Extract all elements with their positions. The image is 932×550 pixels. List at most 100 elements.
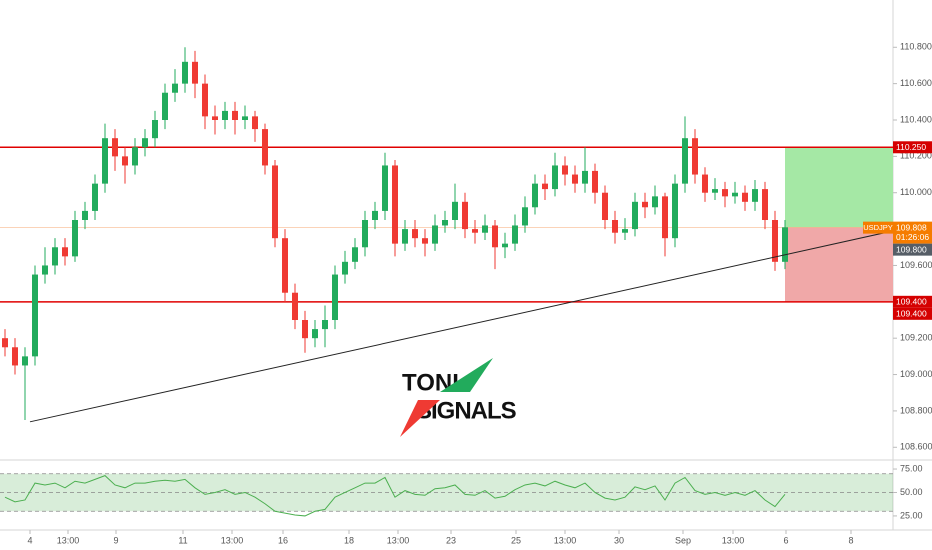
y-tick-label: 109.200 bbox=[900, 333, 932, 343]
candle-body bbox=[42, 265, 48, 275]
price-tag-label: 109.400 bbox=[896, 309, 927, 319]
candle-body bbox=[32, 274, 38, 357]
x-tick-label: 13:00 bbox=[554, 535, 577, 545]
candle-body bbox=[772, 220, 778, 262]
price-tag bbox=[893, 295, 932, 308]
candle-body bbox=[202, 83, 208, 117]
candle-body bbox=[702, 174, 708, 193]
x-tick-label: 16 bbox=[278, 535, 288, 545]
candle-body bbox=[132, 147, 138, 166]
candle-body bbox=[782, 227, 788, 262]
candle-body bbox=[12, 347, 18, 366]
candle-body bbox=[432, 225, 438, 244]
candle-body bbox=[242, 116, 248, 120]
candle-body bbox=[2, 338, 8, 348]
candle-body bbox=[22, 356, 28, 366]
candle-body bbox=[352, 247, 358, 262]
candle-body bbox=[612, 220, 618, 233]
y-tick-label: 110.200 bbox=[900, 151, 932, 161]
candle-body bbox=[282, 238, 288, 293]
candle-body bbox=[662, 196, 668, 239]
x-tick-label: 13:00 bbox=[722, 535, 745, 545]
price-tag-label: 109.400 bbox=[896, 297, 927, 307]
candle-body bbox=[462, 201, 468, 230]
x-tick-label: 30 bbox=[614, 535, 624, 545]
candle-body bbox=[402, 229, 408, 244]
x-tick-label: 11 bbox=[178, 535, 187, 545]
x-tick-label: 13:00 bbox=[57, 535, 80, 545]
candle-body bbox=[322, 320, 328, 330]
y-tick-label: 110.800 bbox=[900, 42, 932, 52]
x-tick-label: 18 bbox=[344, 535, 354, 545]
candle-body bbox=[232, 110, 238, 120]
x-tick-label: 6 bbox=[783, 535, 788, 545]
candle-body bbox=[112, 138, 118, 157]
candle-body bbox=[142, 138, 148, 148]
candle-body bbox=[562, 165, 568, 175]
candle-body bbox=[182, 61, 188, 84]
candle-body bbox=[122, 156, 128, 166]
price-tag bbox=[893, 307, 932, 320]
y-tick-label: 109.600 bbox=[900, 260, 932, 270]
candle-body bbox=[172, 83, 178, 93]
candle-body bbox=[622, 229, 628, 233]
candle-body bbox=[522, 207, 528, 226]
x-tick-label: Sep bbox=[675, 535, 691, 545]
candle-body bbox=[72, 220, 78, 257]
x-tick-label: 9 bbox=[113, 535, 118, 545]
candle-body bbox=[262, 129, 268, 166]
candle-body bbox=[592, 170, 598, 193]
candle-body bbox=[682, 138, 688, 184]
candle-body bbox=[552, 165, 558, 190]
logo-arrow-down bbox=[400, 400, 440, 437]
candle-body bbox=[222, 110, 228, 120]
candle-body bbox=[312, 329, 318, 339]
candle-body bbox=[82, 210, 88, 220]
candle-body bbox=[272, 165, 278, 239]
logo-arrow-up bbox=[440, 358, 493, 392]
candle-body bbox=[52, 247, 58, 266]
symbol-tag-label: USDJPY bbox=[863, 223, 893, 232]
candle-body bbox=[162, 92, 168, 120]
price-tag-label: 110.250 bbox=[896, 142, 926, 152]
candle-body bbox=[732, 192, 738, 197]
rsi-tick-label: 75.00 bbox=[900, 463, 923, 473]
candle-body bbox=[422, 238, 428, 244]
candle-body bbox=[482, 225, 488, 233]
price-tag bbox=[893, 141, 932, 154]
candle-body bbox=[642, 201, 648, 208]
candle-body bbox=[152, 120, 158, 139]
candle-body bbox=[362, 220, 368, 248]
x-tick-label: 8 bbox=[848, 535, 853, 545]
candle-body bbox=[372, 210, 378, 220]
candle-body bbox=[602, 192, 608, 220]
candle-body bbox=[762, 189, 768, 220]
x-tick-label: 23 bbox=[446, 535, 456, 545]
candle-body bbox=[252, 116, 258, 130]
candle-body bbox=[382, 165, 388, 211]
profit-zone bbox=[785, 147, 893, 228]
loss-zone bbox=[785, 227, 893, 302]
candle-body bbox=[442, 220, 448, 226]
y-tick-label: 109.000 bbox=[900, 369, 932, 379]
candle-body bbox=[212, 116, 218, 120]
candle-body bbox=[92, 183, 98, 211]
x-tick-label: 4 bbox=[27, 535, 32, 545]
candle-body bbox=[722, 189, 728, 197]
candle-body bbox=[342, 261, 348, 275]
candle-body bbox=[502, 243, 508, 248]
candle-body bbox=[582, 170, 588, 184]
candle-body bbox=[472, 229, 478, 233]
rsi-tick-label: 25.00 bbox=[900, 510, 923, 520]
price-tag-label: 109.800 bbox=[896, 244, 927, 254]
price-tag bbox=[893, 221, 932, 244]
candle-body bbox=[632, 201, 638, 230]
candle-body bbox=[532, 183, 538, 208]
candle-body bbox=[652, 196, 658, 208]
candle-body bbox=[62, 247, 68, 257]
x-tick-label: 25 bbox=[511, 535, 521, 545]
candle-body bbox=[102, 138, 108, 184]
candle-body bbox=[542, 183, 548, 190]
